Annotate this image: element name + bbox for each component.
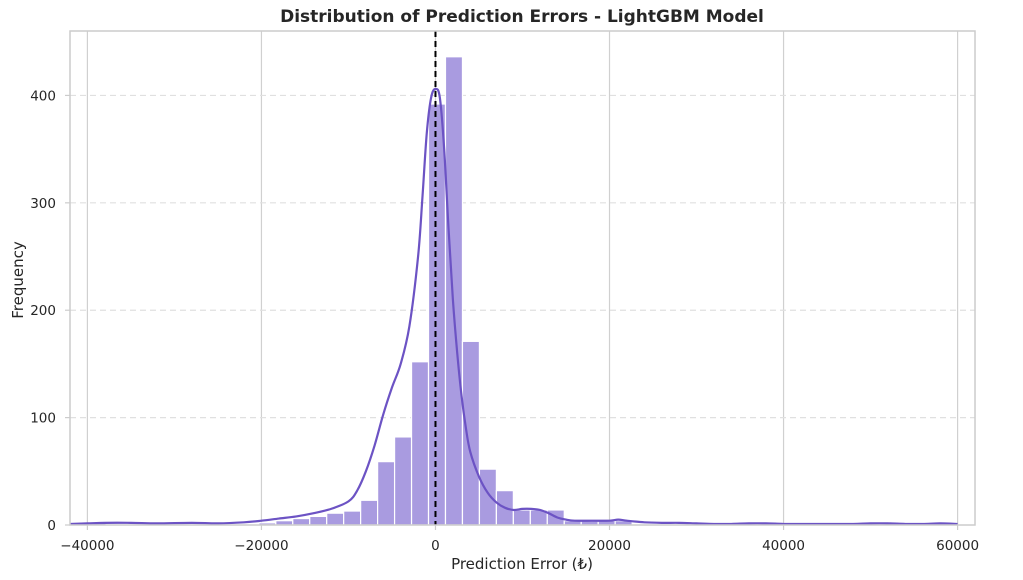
x-axis-ticks: −40000 −20000 0 20000 40000 60000: [60, 525, 979, 554]
histogram-bar: [410, 361, 430, 526]
y-tick-label: 300: [30, 196, 56, 212]
x-tick-label: 40000: [762, 538, 805, 554]
kde-curve-layer: [69, 87, 958, 526]
histogram-bar: [309, 515, 328, 526]
x-tick-label: −20000: [234, 538, 288, 554]
histogram-bar: [461, 340, 481, 526]
histogram-bar: [393, 436, 413, 526]
x-axis-label: Prediction Error (₺): [451, 555, 593, 573]
histogram-bar: [377, 461, 396, 526]
y-tick-label: 200: [30, 303, 56, 319]
histogram-bar: [360, 499, 379, 526]
x-tick-label: 60000: [936, 538, 979, 554]
chart-title: Distribution of Prediction Errors - Ligh…: [280, 7, 764, 27]
histogram-bar: [512, 509, 531, 526]
x-tick-label: −40000: [60, 538, 114, 554]
histogram-bar: [292, 517, 311, 526]
histogram-bar: [343, 510, 362, 526]
x-tick-label: 20000: [588, 538, 631, 554]
histogram-bar: [326, 512, 345, 526]
histogram-bar: [444, 56, 464, 526]
x-tick-label: 0: [431, 538, 440, 554]
kde-curve: [69, 87, 958, 526]
histogram-bar: [427, 103, 447, 526]
y-axis-label: Frequency: [9, 241, 27, 319]
y-tick-label: 400: [30, 88, 56, 104]
y-tick-label: 0: [47, 518, 56, 534]
histogram-bar: [478, 468, 497, 526]
y-tick-label: 100: [30, 411, 56, 427]
plot-frame: [69, 30, 976, 526]
grid-layer: [70, 31, 975, 525]
histogram-bars: [88, 56, 956, 526]
y-axis-ticks: 0 100 200 300 400: [30, 88, 70, 534]
